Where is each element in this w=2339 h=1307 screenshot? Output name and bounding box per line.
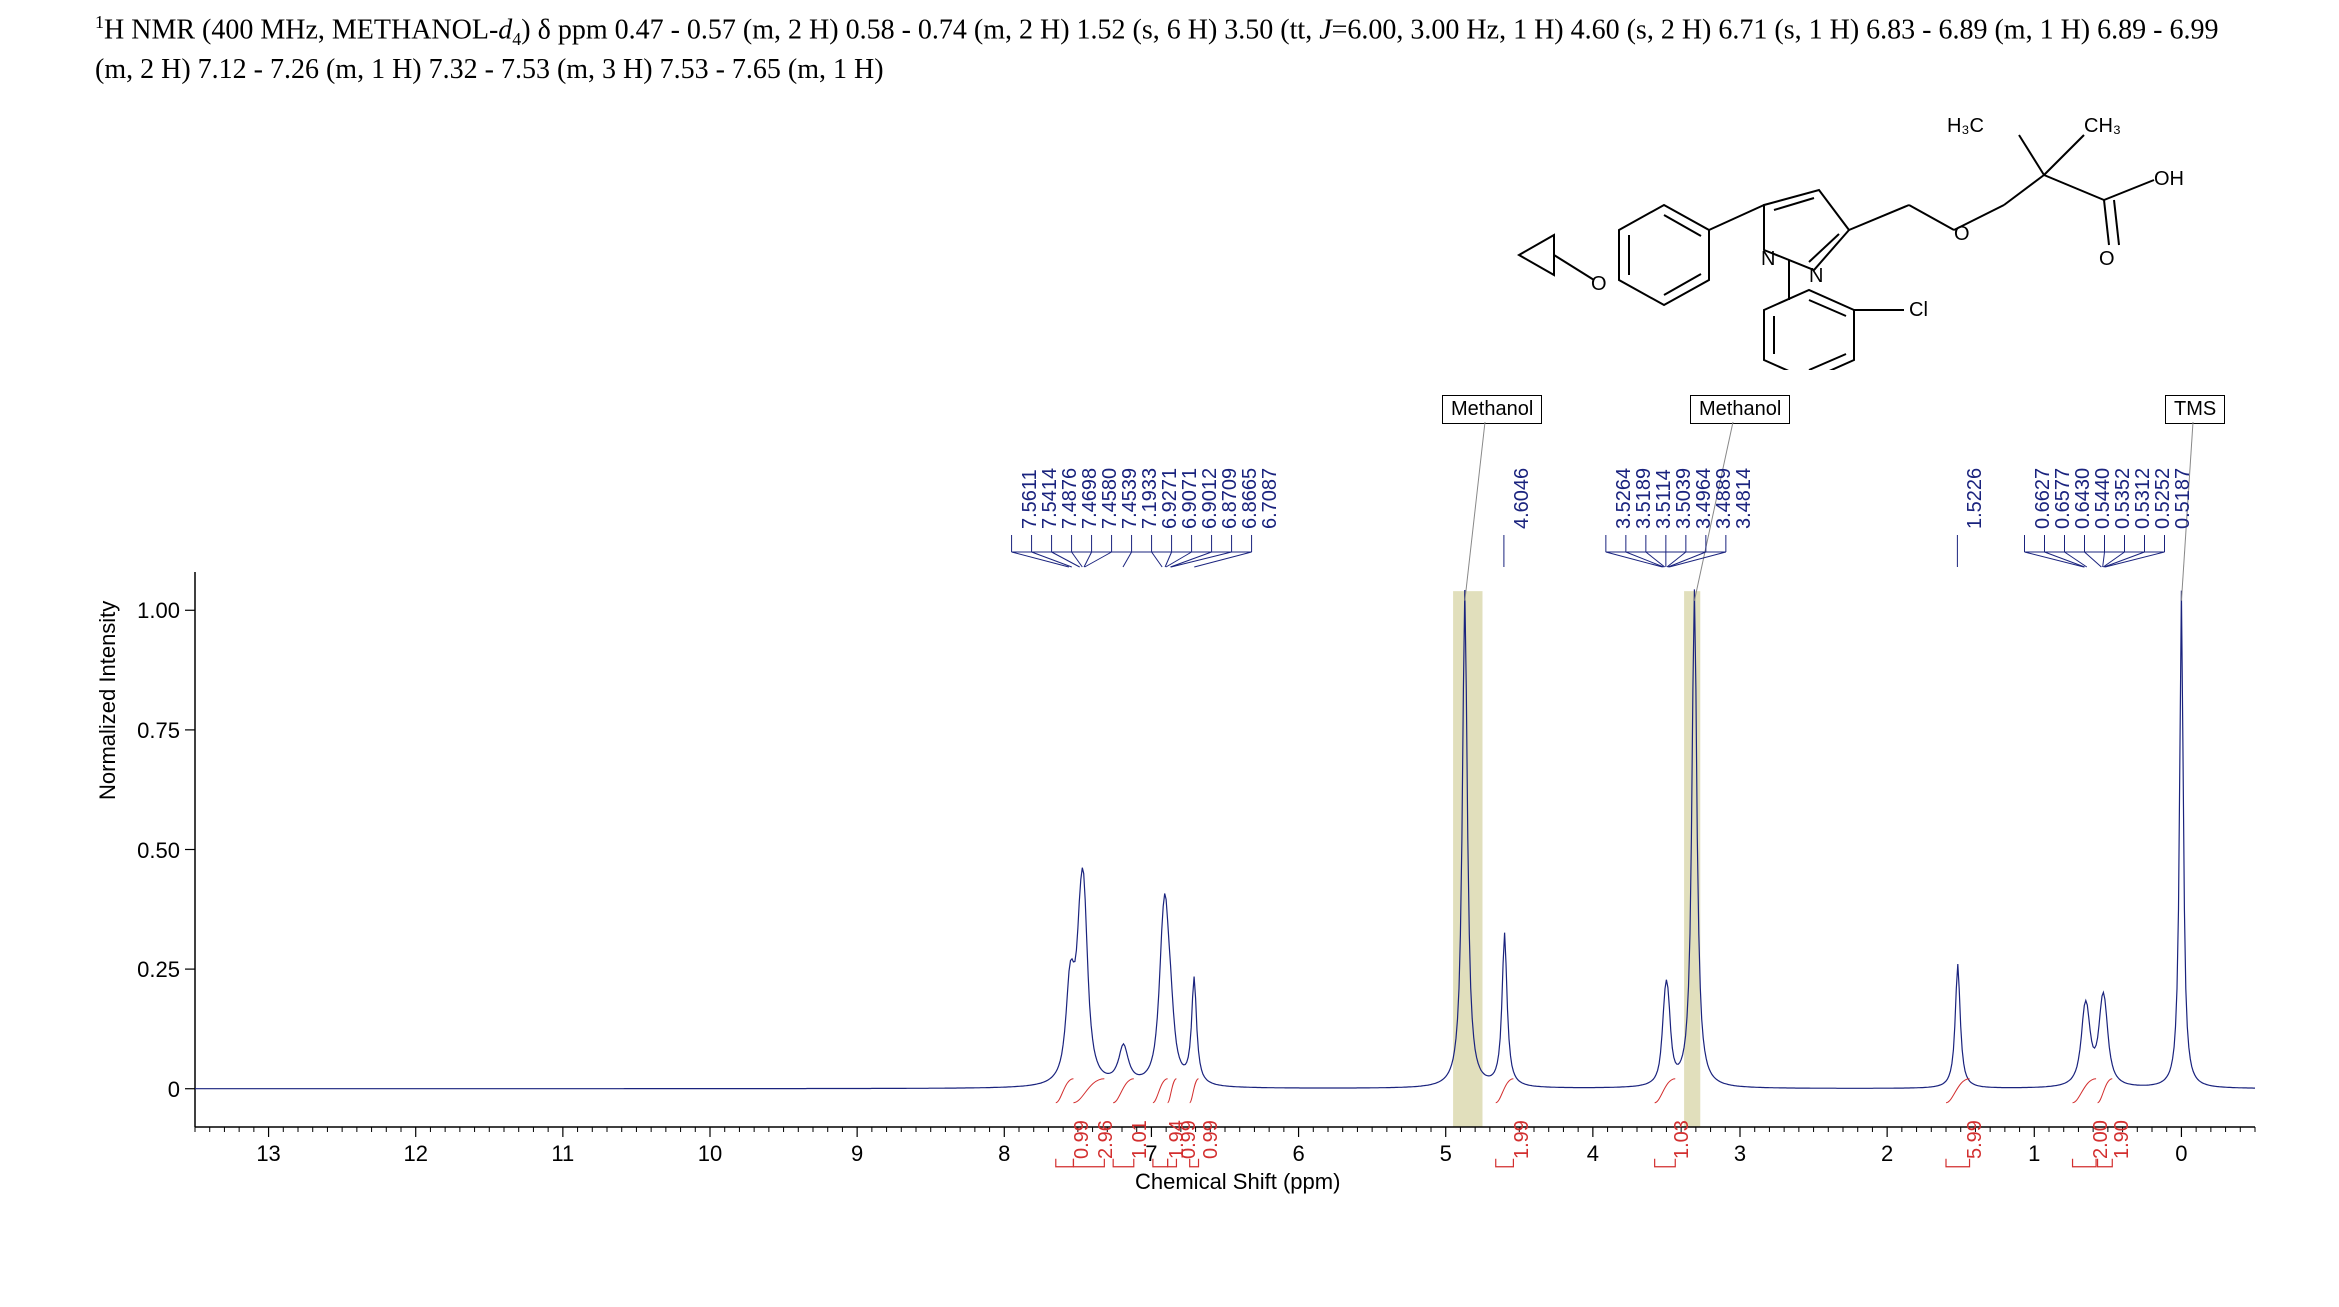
caption-part1: H NMR (400 MHz, METHANOL- — [104, 14, 498, 45]
xtick-label: 8 — [974, 1141, 1034, 1167]
structure-CH3: CH₃ — [2084, 115, 2121, 137]
integral-value: 1.01 — [1129, 1120, 1152, 1159]
caption-body1: 0.47 - 0.57 (m, 2 H) 0.58 - 0.74 (m, 2 H… — [615, 14, 1320, 45]
xtick-label: 6 — [1269, 1141, 1329, 1167]
peak-ppm-label: 3.4814 — [1733, 468, 1756, 529]
spectrum-svg — [195, 572, 2255, 1127]
integral-value: 2.00 — [2090, 1120, 2113, 1159]
xtick-label: 9 — [827, 1141, 887, 1167]
page-root: 1H NMR (400 MHz, METHANOL-d4) δ ppm 0.47… — [0, 0, 2339, 1307]
nmr-caption: 1H NMR (400 MHz, METHANOL-d4) δ ppm 0.47… — [95, 10, 2245, 89]
structure-N1: N — [1761, 248, 1775, 270]
caption-d: d — [498, 14, 512, 45]
xtick-label: 13 — [239, 1141, 299, 1167]
structure-H3C: H₃C — [1947, 115, 1984, 137]
nmr-plot — [195, 572, 2255, 1127]
annotation-methanol-2: Methanol — [1690, 395, 1790, 424]
caption-sup1: 1 — [95, 12, 104, 32]
annotation-tms: TMS — [2165, 395, 2225, 424]
structure-O3: O — [2099, 248, 2115, 270]
caption-sub4: 4 — [512, 29, 521, 49]
structure-N2: N — [1809, 265, 1823, 287]
integral-value: 1.03 — [1671, 1120, 1694, 1159]
xtick-label: 1 — [2004, 1141, 2064, 1167]
xtick-label: 12 — [386, 1141, 446, 1167]
structure-OH: OH — [2154, 168, 2184, 190]
integral-value: 0.99 — [1200, 1120, 1223, 1159]
y-axis-label: Normalized Intensity — [95, 601, 121, 800]
integral-value: 0.99 — [1178, 1120, 1201, 1159]
structure-svg: O O O OH H₃C CH₃ N N Cl — [1499, 90, 2219, 370]
integral-value: 2.96 — [1095, 1120, 1118, 1159]
structure-O1: O — [1591, 273, 1607, 295]
structure-Cl: Cl — [1909, 299, 1928, 321]
ytick-label: 0.25 — [120, 957, 180, 983]
xtick-label: 2 — [1857, 1141, 1917, 1167]
ytick-label: 1.00 — [120, 598, 180, 624]
annotation-methanol-1: Methanol — [1442, 395, 1542, 424]
integral-value: 1.99 — [1511, 1120, 1534, 1159]
integral-value: 1.90 — [2111, 1120, 2134, 1159]
xtick-label: 10 — [680, 1141, 740, 1167]
ytick-label: 0.75 — [120, 718, 180, 744]
peak-ppm-label: 1.5226 — [1964, 468, 1987, 529]
spectrum-trace — [195, 589, 2255, 1088]
caption-delta: ) δ ppm — [521, 14, 614, 45]
xtick-label: 4 — [1563, 1141, 1623, 1167]
x-axis-label: Chemical Shift (ppm) — [1135, 1169, 1340, 1195]
chemical-structure: O O O OH H₃C CH₃ N N Cl — [1499, 90, 2219, 370]
integral-value: 5.99 — [1964, 1120, 1987, 1159]
peak-ppm-label: 6.7087 — [1259, 468, 1282, 529]
peak-ppm-label: 0.5187 — [2172, 468, 2195, 529]
xtick-label: 0 — [2151, 1141, 2211, 1167]
caption-j: J — [1319, 14, 1331, 45]
peak-ppm-label: 4.6046 — [1511, 468, 1534, 529]
xtick-label: 11 — [533, 1141, 593, 1167]
ytick-label: 0.50 — [120, 838, 180, 864]
ytick-label: 0 — [120, 1077, 180, 1103]
xtick-label: 3 — [1710, 1141, 1770, 1167]
integral-value: 0.99 — [1071, 1120, 1094, 1159]
structure-O2: O — [1954, 223, 1970, 245]
xtick-label: 5 — [1416, 1141, 1476, 1167]
